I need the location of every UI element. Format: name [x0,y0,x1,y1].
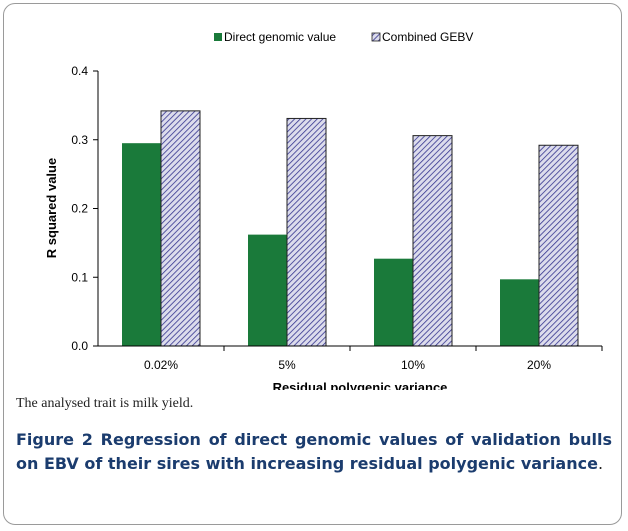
bar-combined-gebv-1 [160,110,201,347]
x-tick-label: 0.02% [144,358,178,372]
bar-direct-genomic-value-1 [122,143,161,346]
figure-caption: Figure 2 Regression of direct genomic va… [16,428,612,476]
legend-label: Combined GEBV [382,30,473,44]
y-tick-label: 0.4 [71,64,88,78]
bar-direct-genomic-value-2 [248,234,287,346]
legend-swatch [214,33,222,41]
caption-label: Figure 2 [16,430,93,449]
caption-period: . [597,454,604,473]
chart-legend: Direct genomic value Combined GEBV [214,30,473,44]
y-axis-label: R squared value [44,158,59,258]
caption-text: Regression of direct genomic values of v… [16,430,613,473]
y-tick-label: 0.3 [71,133,88,147]
x-tick-label: 5% [278,358,296,372]
bar-direct-genomic-value-3 [374,258,413,346]
y-tick-label: 0.2 [71,202,88,216]
figure-note: The analysed trait is milk yield. [16,396,194,411]
bar-chart: Direct genomic value Combined GEBV 0.0 0.1… [44,30,603,390]
bar-combined-gebv-2 [286,117,327,347]
x-axis-label: Residual polygenic variance [273,380,448,390]
x-tick-label: 20% [527,358,551,372]
bar-combined-gebv-3 [412,135,453,347]
bar-combined-gebv-4 [538,144,579,347]
legend-swatch [371,32,381,42]
x-tick-label: 10% [401,358,425,372]
y-tick-label: 0.0 [71,339,88,353]
bar-direct-genomic-value-4 [500,279,539,346]
y-tick-label: 0.1 [71,270,88,284]
legend-label: Direct genomic value [224,30,336,44]
